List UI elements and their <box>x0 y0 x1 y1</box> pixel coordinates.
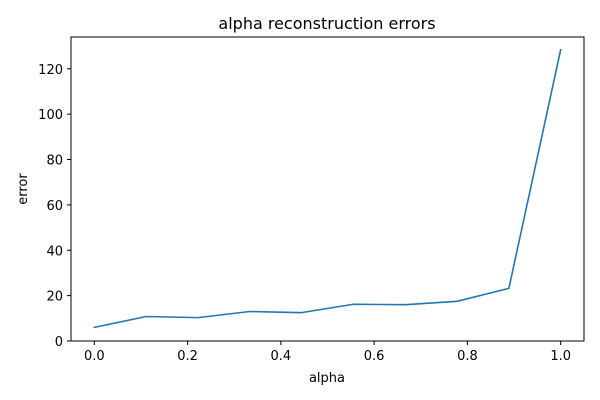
x-tick-label: 0.6 <box>364 349 385 364</box>
y-tick-label: 20 <box>46 290 63 305</box>
x-axis: 0.0 0.2 0.4 0.6 0.8 1.0 <box>84 341 571 364</box>
y-tick-label: 100 <box>38 108 63 123</box>
y-tick-label: 40 <box>46 244 63 259</box>
series-line <box>93 48 562 329</box>
plot-area <box>93 48 562 329</box>
y-tick-label: 60 <box>46 199 63 214</box>
axes-frame <box>70 36 585 342</box>
y-tick-label: 80 <box>46 154 63 169</box>
chart-title: alpha reconstruction errors <box>218 14 435 33</box>
y-tick-label: 0 <box>55 335 63 350</box>
y-axis-label: error <box>16 173 31 205</box>
y-axis: 0 20 40 60 80 100 120 <box>38 63 71 350</box>
x-tick-label: 1.0 <box>550 349 571 364</box>
x-axis-label: alpha <box>309 371 345 386</box>
x-tick-label: 0.2 <box>177 349 198 364</box>
x-tick-label: 0.0 <box>84 349 105 364</box>
y-tick-label: 120 <box>38 63 63 78</box>
x-tick-label: 0.4 <box>271 349 292 364</box>
x-tick-label: 0.8 <box>457 349 478 364</box>
